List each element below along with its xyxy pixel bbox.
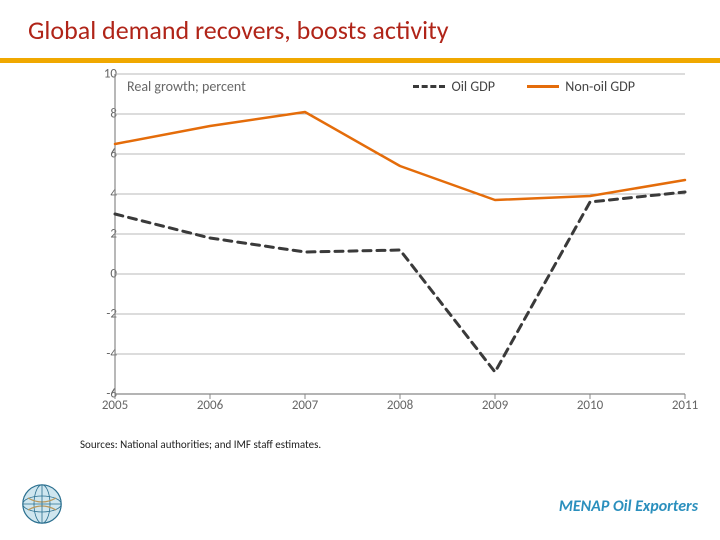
series-oil-gdp bbox=[115, 192, 685, 372]
x-tick-label: 2007 bbox=[292, 398, 318, 413]
x-tick-label: 2006 bbox=[197, 398, 223, 413]
title-rule bbox=[0, 58, 720, 63]
series-non-oil-gdp bbox=[115, 112, 685, 200]
sources-note: Sources: National authorities; and IMF s… bbox=[80, 438, 321, 451]
gdp-growth-chart: Real growth; percent Oil GDP Non-oil GDP… bbox=[75, 64, 695, 424]
plot-svg bbox=[115, 74, 685, 394]
x-tick-label: 2010 bbox=[577, 398, 603, 413]
page-title: Global demand recovers, boosts activity bbox=[28, 14, 692, 46]
x-tick-label: 2011 bbox=[672, 398, 698, 413]
footer: MENAP Oil Exporters bbox=[0, 482, 720, 526]
x-tick-label: 2008 bbox=[387, 398, 413, 413]
footer-right-label: MENAP Oil Exporters bbox=[559, 497, 698, 516]
x-tick-label: 2009 bbox=[482, 398, 508, 413]
plot-frame bbox=[115, 74, 685, 394]
x-tick-label: 2005 bbox=[102, 398, 128, 413]
imf-logo-icon bbox=[22, 484, 62, 524]
